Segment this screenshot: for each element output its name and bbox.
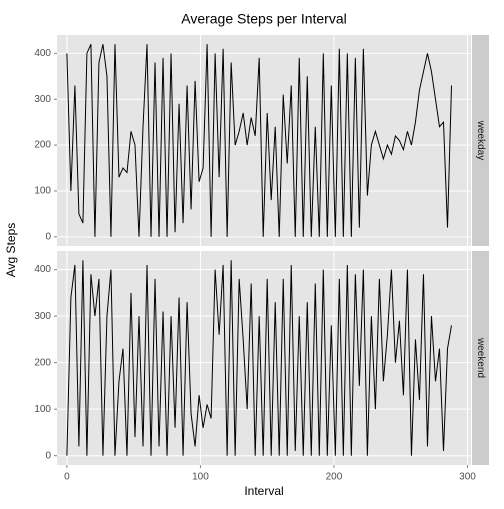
y-tick-label: 400 xyxy=(34,48,51,59)
y-tick-label: 300 xyxy=(34,94,51,105)
x-tick-label: 0 xyxy=(64,472,70,483)
strip-label: weekday xyxy=(475,120,486,160)
strip xyxy=(472,251,489,465)
strip-label: weekend xyxy=(475,337,486,378)
x-axis-label: Interval xyxy=(244,484,283,498)
line xyxy=(66,260,452,456)
y-tick-label: 200 xyxy=(34,140,51,151)
y-axis-label: Avg Steps xyxy=(4,223,18,277)
y-tick-label: 0 xyxy=(45,450,51,461)
chart-title: Average Steps per Interval xyxy=(181,11,347,27)
x-tick-label: 100 xyxy=(192,472,209,483)
y-tick-label: 300 xyxy=(34,311,51,322)
y-tick-label: 100 xyxy=(34,404,51,415)
strip xyxy=(472,35,489,246)
x-tick-label: 300 xyxy=(459,472,476,483)
y-tick-label: 400 xyxy=(34,264,51,275)
y-tick-label: 200 xyxy=(34,357,51,368)
y-tick-label: 100 xyxy=(34,186,51,197)
x-tick-label: 200 xyxy=(326,472,343,483)
y-tick-label: 0 xyxy=(45,231,51,242)
line xyxy=(66,43,452,237)
